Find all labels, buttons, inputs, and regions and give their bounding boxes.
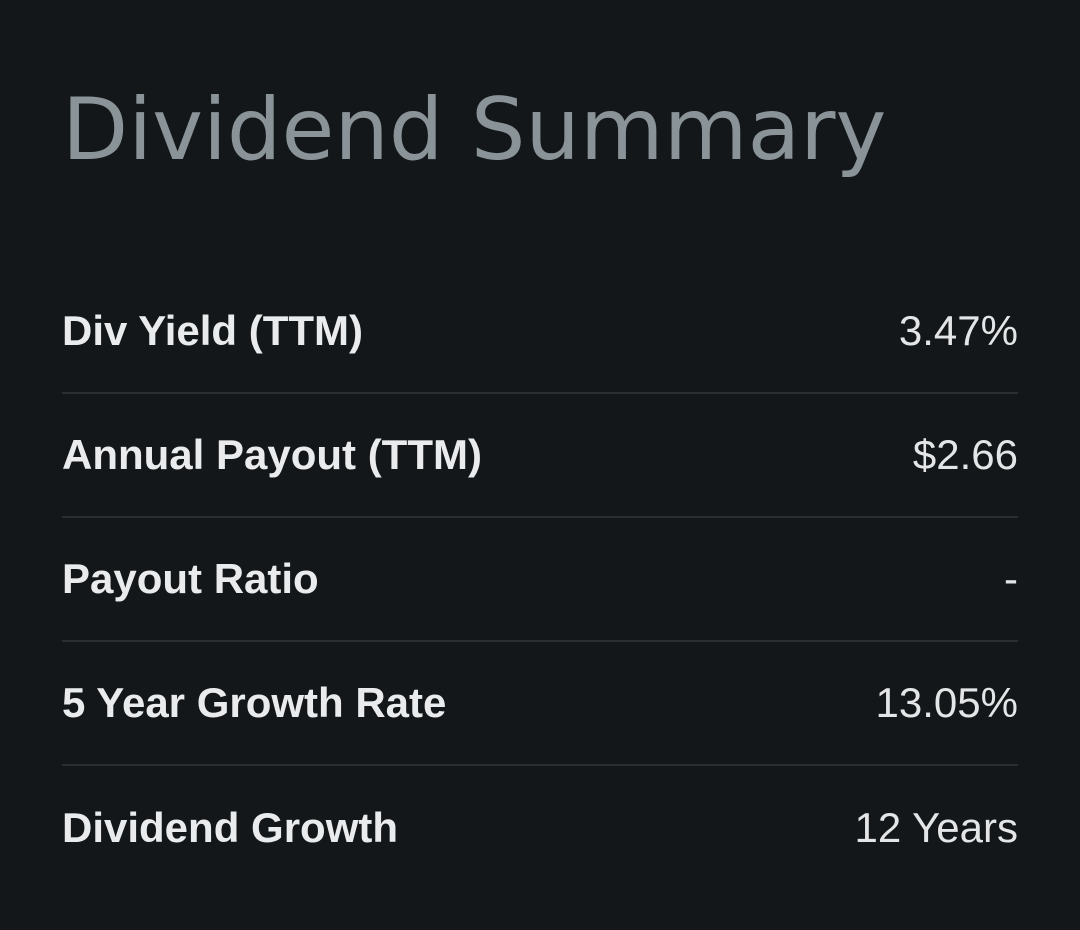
row-dividend-growth: Dividend Growth 12 Years bbox=[62, 766, 1018, 890]
row-payout-ratio: Payout Ratio - bbox=[62, 518, 1018, 642]
row-growth-rate: 5 Year Growth Rate 13.05% bbox=[62, 642, 1018, 766]
row-annual-payout: Annual Payout (TTM) $2.66 bbox=[62, 394, 1018, 518]
growth-rate-value: 13.05% bbox=[875, 679, 1018, 726]
div-yield-label: Div Yield (TTM) bbox=[62, 307, 364, 354]
dividend-stats-list: Div Yield (TTM) 3.47% Annual Payout (TTM… bbox=[62, 270, 1018, 890]
dividend-growth-value: 12 Years bbox=[854, 804, 1019, 851]
annual-payout-label: Annual Payout (TTM) bbox=[62, 431, 482, 478]
annual-payout-value: $2.66 bbox=[912, 431, 1018, 478]
dividend-growth-label: Dividend Growth bbox=[62, 804, 398, 851]
div-yield-value: 3.47% bbox=[898, 307, 1018, 354]
growth-rate-label: 5 Year Growth Rate bbox=[62, 679, 447, 726]
page-title: Dividend Summary bbox=[62, 80, 887, 180]
payout-ratio-label: Payout Ratio bbox=[62, 555, 319, 602]
payout-ratio-value: - bbox=[1004, 555, 1018, 602]
row-div-yield: Div Yield (TTM) 3.47% bbox=[62, 270, 1018, 394]
